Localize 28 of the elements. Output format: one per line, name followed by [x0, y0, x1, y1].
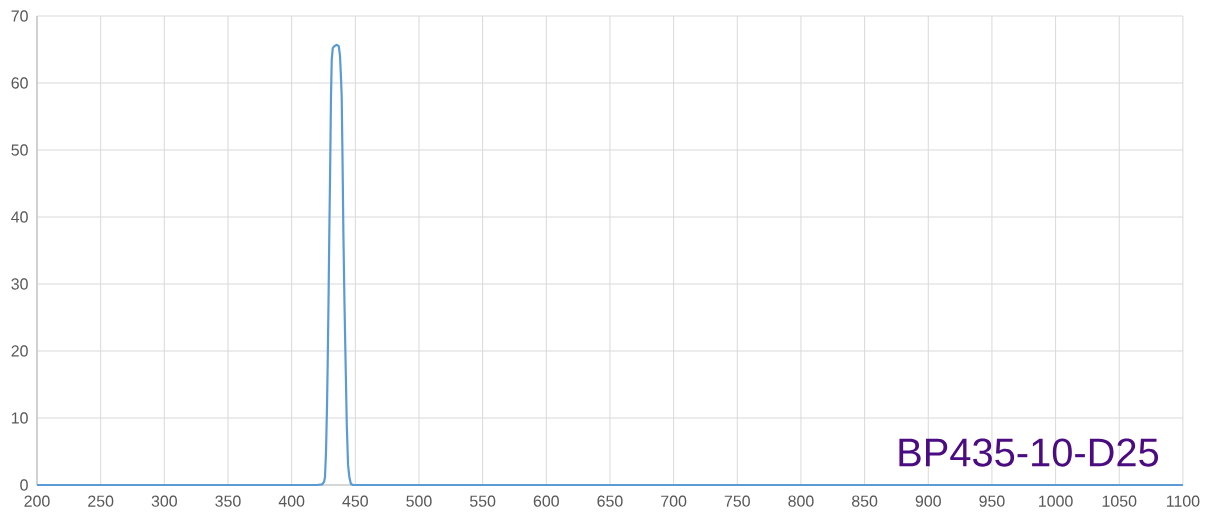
x-tick-label: 500 [406, 495, 432, 507]
x-tick-label: 350 [215, 495, 241, 507]
x-tick-label: 650 [597, 495, 623, 507]
x-tick-label: 400 [278, 495, 305, 507]
x-tick-label: 1050 [1102, 495, 1137, 507]
x-tick-label: 550 [469, 495, 496, 507]
x-tick-label: 800 [788, 495, 814, 507]
y-tick-label: 10 [11, 412, 28, 424]
y-tick-label: 60 [11, 77, 28, 89]
x-tick-label: 600 [533, 495, 559, 507]
x-tick-label: 750 [724, 495, 750, 507]
x-tick-label: 250 [88, 495, 114, 507]
x-tick-label: 950 [979, 495, 1005, 507]
x-tick-label: 200 [24, 495, 50, 507]
x-tick-label: 1100 [1167, 495, 1200, 507]
x-tick-label: 850 [852, 495, 878, 507]
x-tick-label: 450 [342, 495, 368, 507]
y-tick-label: 40 [11, 211, 28, 223]
y-tick-label: 20 [11, 345, 28, 357]
y-tick-label: 0 [20, 479, 28, 491]
x-tick-label: 300 [151, 495, 177, 507]
y-tick-label: 30 [11, 278, 28, 290]
x-tick-label: 700 [661, 495, 687, 507]
annotation: BP435-10-D25 [899, 438, 1159, 467]
x-tick-label: 1000 [1039, 495, 1073, 507]
x-tick-label: 900 [915, 495, 941, 507]
y-tick-label: 70 [11, 10, 28, 22]
y-tick-label: 50 [11, 144, 28, 156]
